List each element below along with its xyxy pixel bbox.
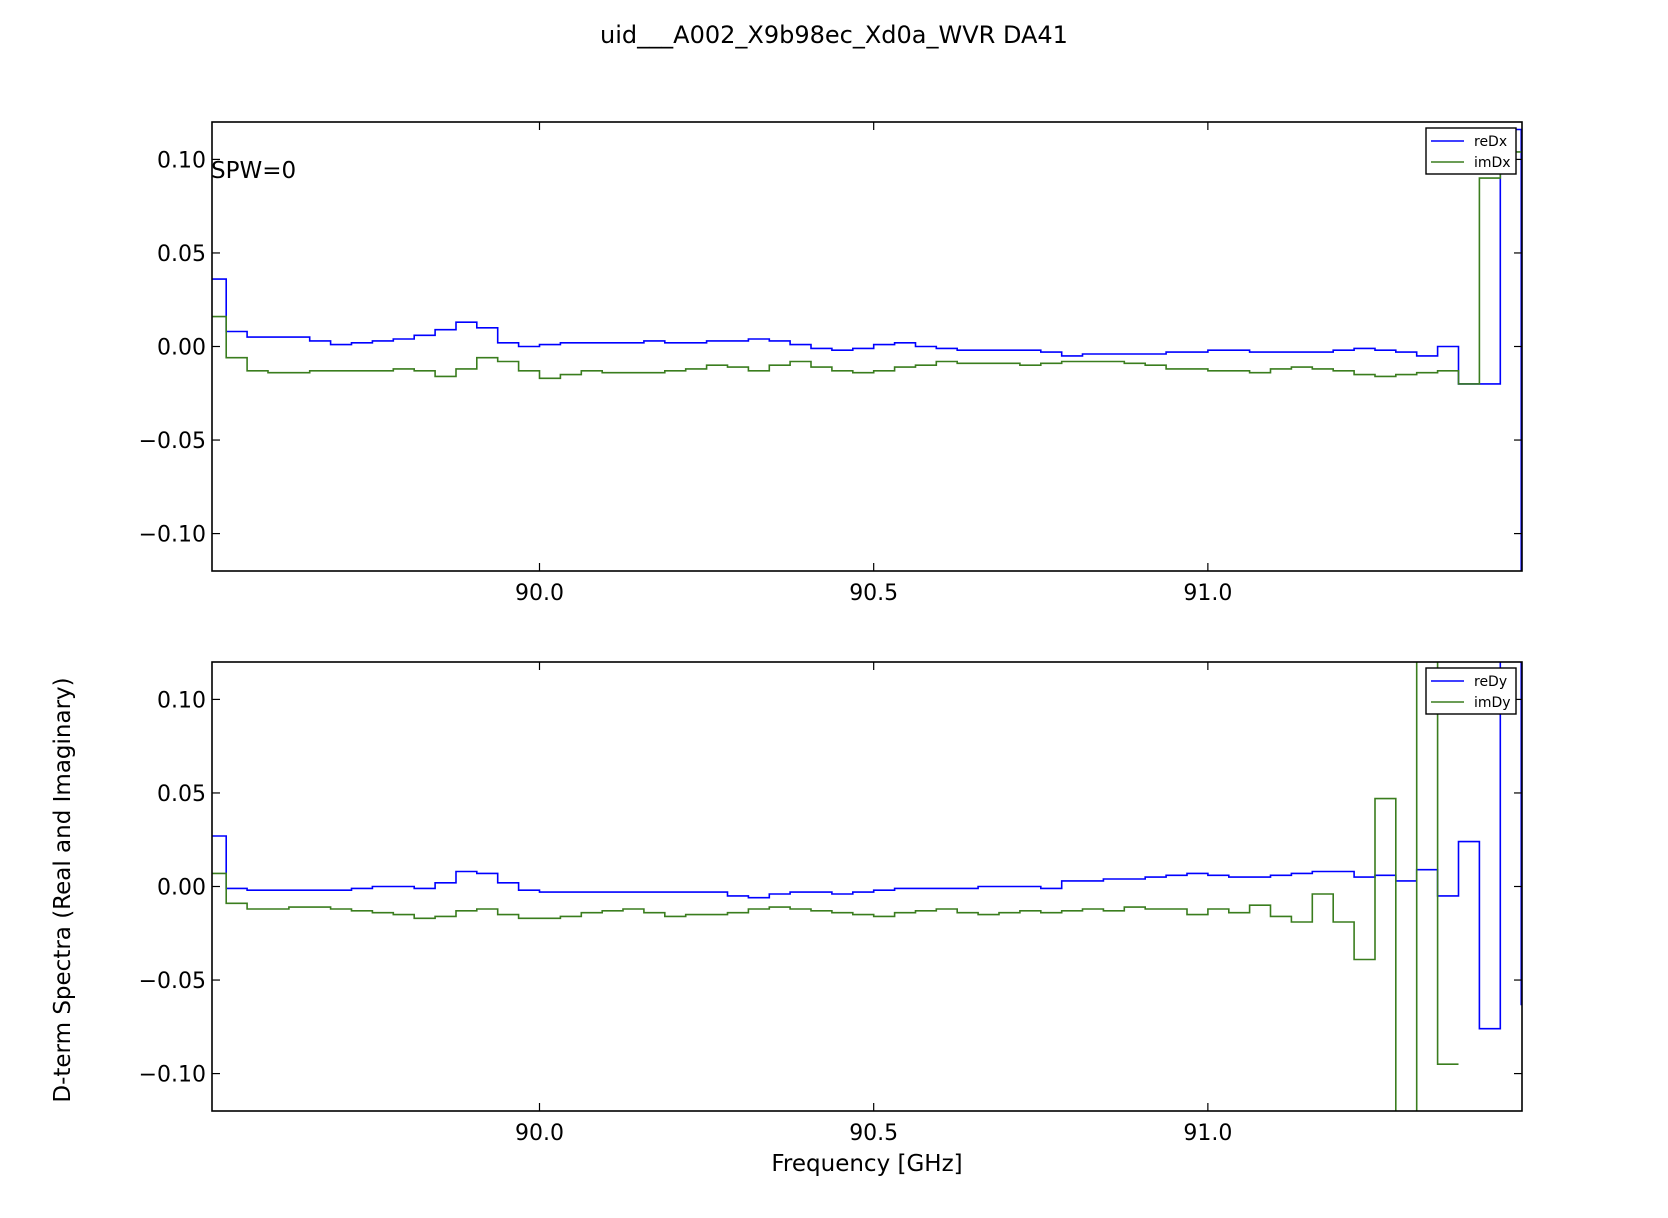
y-tick-label: 0.05 <box>157 782 206 807</box>
x-axis-label: Frequency [GHz] <box>771 1151 962 1177</box>
spw-annotation: SPW=0 <box>211 158 296 184</box>
y-tick-label: 0.00 <box>157 876 206 901</box>
series-redx <box>212 128 1522 571</box>
x-tick-label: 90.0 <box>515 581 564 606</box>
y-axis-label: D-term Spectra (Real and Imaginary) <box>50 677 76 1102</box>
y-tick-label: −0.05 <box>139 429 206 454</box>
legend: reDy imDy <box>1425 667 1517 715</box>
y-tick-label: 0.10 <box>157 688 206 713</box>
legend-label-imdy: imDy <box>1474 695 1511 711</box>
x-tick-label: 91.0 <box>1183 581 1232 606</box>
series-imdy <box>212 662 1459 1111</box>
figure-title: uid___A002_X9b98ec_Xd0a_WVR DA41 <box>600 21 1068 49</box>
y-tick-label: 0.05 <box>157 242 206 267</box>
y-tick-label: −0.05 <box>139 969 206 994</box>
y-tick-label: 0.10 <box>157 148 206 173</box>
legend-label-redy: reDy <box>1474 674 1507 690</box>
legend-box <box>1425 667 1517 715</box>
x-tick-label: 91.0 <box>1183 1121 1232 1146</box>
y-tick-label: −0.10 <box>139 1063 206 1088</box>
panel-dx: 90.0 90.5 91.0 0.10 0.05 0.00 −0.05 −0.10 SPW=0… <box>139 121 1523 606</box>
x-tick-label: 90.0 <box>515 1121 564 1146</box>
legend-label-imdx: imDx <box>1474 155 1511 171</box>
series-redy <box>212 662 1522 1030</box>
legend-box <box>1425 127 1517 175</box>
y-tick-label: −0.10 <box>139 523 206 548</box>
series-imdx <box>212 151 1522 385</box>
panel-dy: 90.0 90.5 91.0 0.10 0.05 0.00 −0.05 −0.10 reDy i… <box>139 661 1523 1146</box>
legend-label-redx: reDx <box>1474 134 1507 150</box>
plot-frame <box>211 121 1523 572</box>
x-tick-label: 90.5 <box>849 1121 898 1146</box>
legend: reDx imDx <box>1425 127 1517 175</box>
x-tick-label: 90.5 <box>849 581 898 606</box>
y-tick-label: 0.00 <box>157 336 206 361</box>
